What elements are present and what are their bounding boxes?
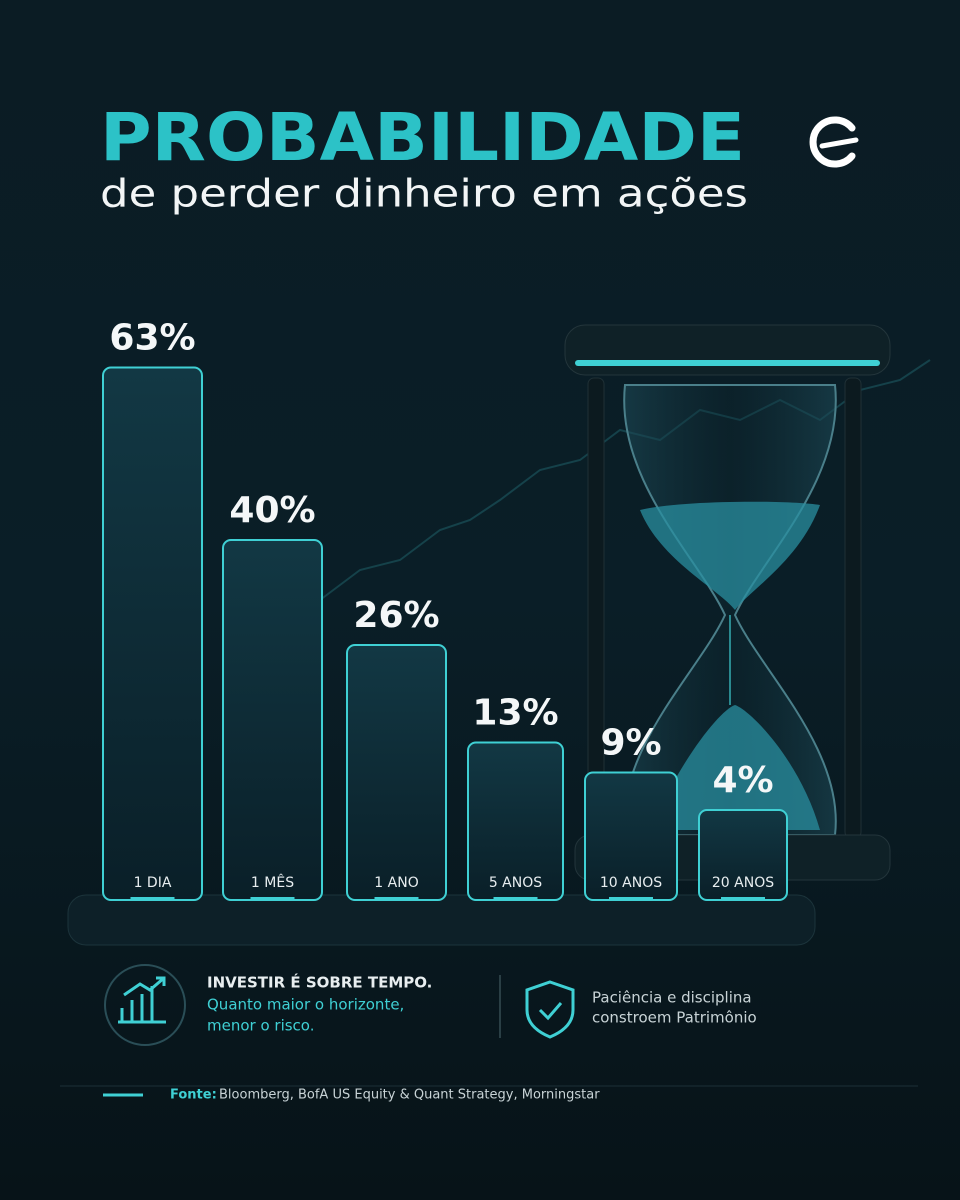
category-label: 1 ANO [374,875,418,891]
value-label: 63% [109,318,195,359]
callout-heading: INVESTIR É SOBRE TEMPO. [207,973,432,992]
source-text: Bloomberg, BofA US Equity & Quant Strate… [219,1088,600,1103]
category-label: 1 DIA [134,875,172,891]
source-label: Fonte: [170,1088,217,1103]
bar [698,809,788,901]
value-label: 13% [472,693,558,734]
category-label: 5 ANOS [489,875,542,891]
value-label: 9% [600,723,661,764]
platform [67,894,816,946]
category-label: 20 ANOS [712,875,774,891]
value-label: 40% [229,490,315,531]
value-label: 26% [353,595,439,636]
bar [102,366,203,901]
bar [222,539,323,901]
callout-line: Paciência e disciplina [592,989,752,1007]
category-label: 10 ANOS [600,875,662,891]
bar [467,741,564,901]
callout-line: menor o risco. [207,1017,314,1035]
category-label: 1 MÊS [251,873,294,891]
value-label: 4% [712,760,773,801]
bar [346,644,447,901]
chart-title: PROBABILIDADE [100,99,745,176]
bar [584,771,678,901]
callouts-panel: INVESTIR É SOBRE TEMPO. Quanto maior o h… [104,964,757,1046]
callout-line: Quanto maior o horizonte, [207,996,404,1014]
chart-subtitle: de perder dinheiro em ações [100,172,748,216]
logo [809,116,859,168]
callout-line: constroem Patrimônio [592,1009,757,1027]
